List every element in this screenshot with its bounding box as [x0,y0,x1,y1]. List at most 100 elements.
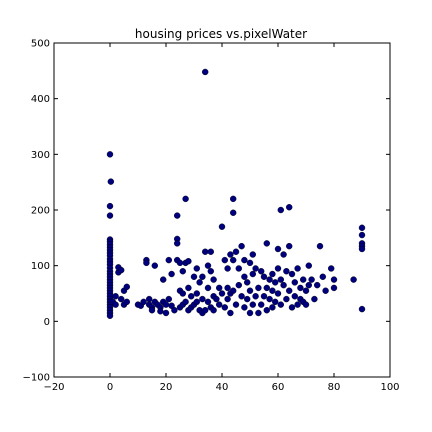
scatter-point [238,293,245,300]
scatter-point [210,307,217,314]
scatter-point [112,293,119,300]
scatter-point [193,265,201,272]
scatter-point [266,276,273,283]
scatter-point [232,301,240,308]
y-tick-label: −100 [23,373,50,384]
scatter-point [171,307,178,314]
scatter-point [269,270,276,278]
scatter-point [280,281,287,289]
chart-title: housing prices vs.pixelWater [135,27,307,41]
scatter-point [277,276,284,283]
scatter-point [207,268,215,275]
scatter-point [213,295,220,303]
scatter-point [145,295,153,303]
scatter-point [199,273,206,280]
scatter-point [246,259,254,267]
scatter-point [190,273,198,280]
scatter-point [319,273,326,280]
x-tick-label: 40 [216,382,229,393]
scatter-point [106,202,114,210]
scatter-point [266,295,273,303]
scatter-point [274,265,282,272]
x-tick-label: 60 [272,382,285,393]
scatter-point [201,307,209,314]
scatter-point [201,68,209,76]
scatter-point [330,284,338,292]
scatter-point [215,284,223,292]
scatter-point [165,256,173,264]
scatter-point [283,268,290,275]
scatter-point [269,304,276,311]
scatter-point [185,258,192,265]
scatter-point [286,287,293,294]
scatter-point [249,270,257,278]
scatter-point [322,287,329,294]
points-layer [106,68,366,319]
x-tick-label: 100 [380,382,399,393]
scatter-point [274,245,282,253]
scatter-point [358,305,366,313]
scatter-point [227,251,234,258]
scatter-point [229,256,237,264]
scatter-point [218,223,226,230]
scatter-point [224,265,231,272]
scatter-point [246,309,254,317]
scatter-point [117,295,125,303]
ticks-layer: −20 0 20 40 60 80 100 −100 0 100 200 300 400 500 [23,39,400,394]
scatter-point [263,307,270,314]
scatter-point [316,242,324,250]
scatter-point [358,245,366,253]
scatter-point [277,301,284,308]
scatter-point [107,178,115,185]
scatter-point [241,304,248,311]
scatter-point [179,290,187,297]
scatter-point [288,304,296,311]
scatter-point [255,309,262,317]
x-tick-label: 80 [328,382,341,393]
scatter-point [302,287,310,294]
scatter-point [300,276,307,283]
scatter-point [173,240,181,247]
scatter-point [204,284,212,292]
scatter-point [235,265,243,272]
scatter-point [305,281,312,289]
scatter-point [112,301,119,308]
scatter-point [252,265,259,272]
scatter-point [358,224,366,232]
scatter-point [308,276,315,283]
scatter-point [302,301,310,308]
scatter-point [179,268,187,275]
scatter-point [207,248,215,255]
scatter-point [106,212,114,219]
scatter-point [193,298,201,306]
scatter-point [241,256,248,264]
scatter-point [227,309,234,317]
scatter-point [232,248,240,255]
y-tick-label: 200 [31,206,50,217]
scatter-point [288,270,296,278]
scatter-point [350,276,357,283]
x-tick-label: 0 [107,382,113,393]
scatter-point [221,304,229,311]
scatter-point [157,308,164,315]
scatter-point [106,151,114,158]
scatter-point [229,195,237,203]
scatter-point [165,295,173,303]
scatter-point [294,265,301,272]
scatter-point [294,301,301,308]
scatter-point [283,295,290,303]
scatter-point [218,290,226,297]
scatter-point [185,284,192,292]
scatter-point [311,295,318,303]
scatter-point [162,301,170,308]
scatter-point [280,251,287,258]
scatter-point [143,259,150,267]
scatter-point [168,270,175,278]
scatter-point [277,206,284,214]
scatter-point [305,262,312,269]
scatter-point [162,309,170,317]
scatter-point [210,276,217,283]
scatter-point [272,279,279,286]
scatter-point [241,273,248,280]
scatter-point [272,298,279,306]
